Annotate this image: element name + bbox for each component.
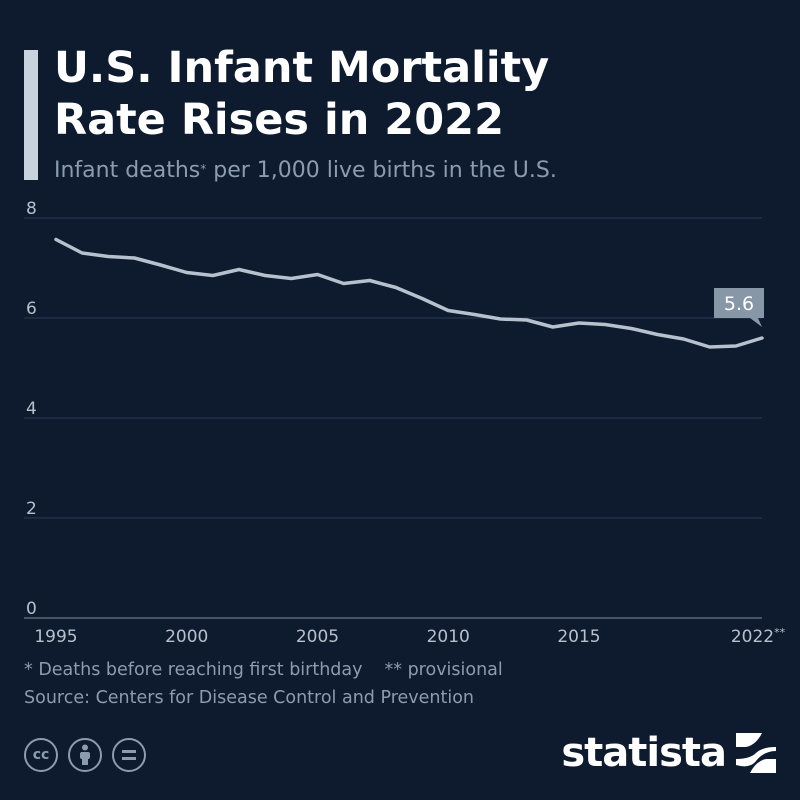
chart-title: U.S. Infant Mortality Rate Rises in 2022 <box>54 42 774 146</box>
x-tick-footnote-mark: ** <box>774 626 786 639</box>
chart-subtitle: Infant deaths* per 1,000 live births in … <box>54 156 557 186</box>
x-tick-label-2022: 2022** <box>731 626 786 647</box>
equals-icon <box>122 750 136 760</box>
statista-logo[interactable]: statista <box>561 730 776 776</box>
value-label-2022: 5.6 <box>724 293 754 315</box>
chart-title-line2: Rate Rises in 2022 <box>54 95 504 145</box>
source-note: Source: Centers for Disease Control and … <box>24 688 475 708</box>
person-icon <box>80 744 90 765</box>
chart-title-line1: U.S. Infant Mortality <box>54 43 550 93</box>
footnote-first-birthday: * Deaths before reaching first birthday <box>24 660 363 680</box>
y-tick-label-6: 6 <box>26 299 37 319</box>
y-tick-label-2: 2 <box>26 499 37 519</box>
statista-wordmark: statista <box>561 730 727 776</box>
x-tick-label-2000: 2000 <box>165 627 208 647</box>
line-chart: 0 2 4 6 8 1995 2000 2005 2010 2015 2022** 5.6 <box>24 200 786 647</box>
series-line <box>54 237 764 349</box>
x-tick-label-2010: 2010 <box>427 627 470 647</box>
value-label-box <box>714 288 764 327</box>
x-tick-label-2005: 2005 <box>296 627 339 647</box>
x-tick-label-1995: 1995 <box>34 627 77 647</box>
y-tick-label-8: 8 <box>26 200 37 219</box>
attribution-icon[interactable] <box>68 738 102 772</box>
title-accent-bar <box>24 50 38 180</box>
footnote-provisional: ** provisional <box>384 660 503 680</box>
subtitle-rest: per 1,000 live births in the U.S. <box>206 158 557 183</box>
subtitle-footnote-mark: * <box>200 162 207 176</box>
x-tick-label-2015: 2015 <box>557 627 600 647</box>
license-icons: cc <box>24 738 146 772</box>
y-tick-label-0: 0 <box>26 599 37 619</box>
subtitle-main: Infant deaths <box>54 158 201 183</box>
y-tick-label-4: 4 <box>26 399 37 419</box>
statista-logo-icon <box>736 733 776 773</box>
cc-icon[interactable]: cc <box>24 738 58 772</box>
no-derivatives-icon[interactable] <box>112 738 146 772</box>
footnotes: * Deaths before reaching first birthday *… <box>24 660 503 680</box>
